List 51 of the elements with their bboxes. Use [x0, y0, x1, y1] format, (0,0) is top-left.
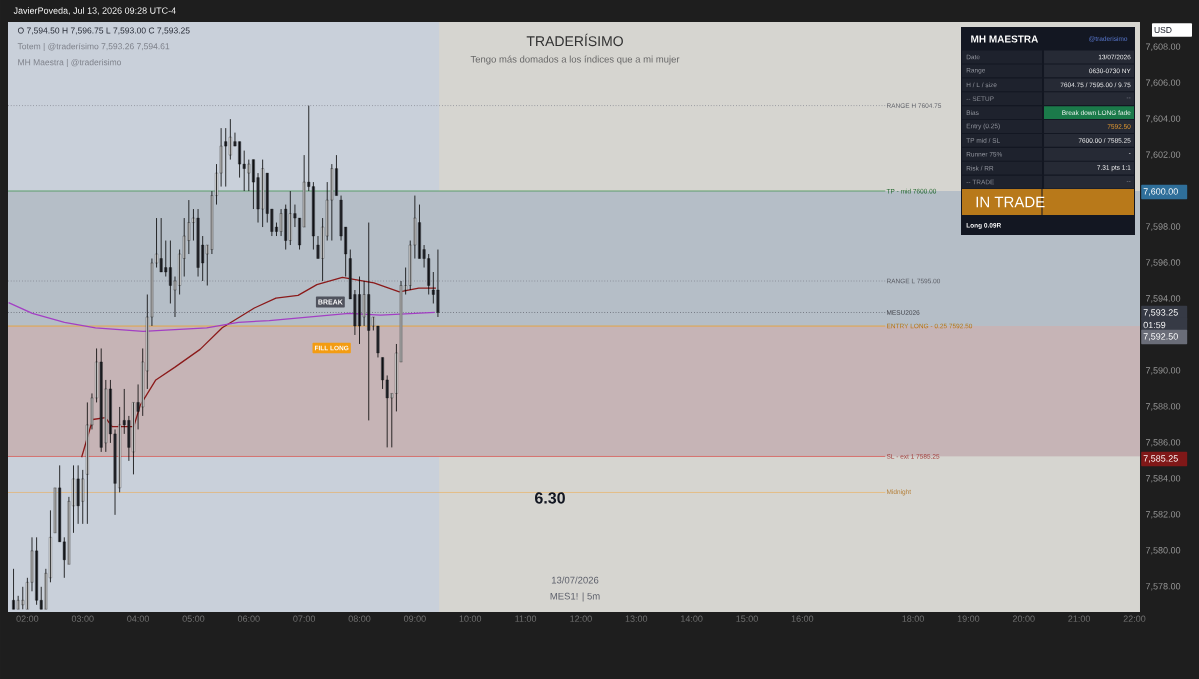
text: 01:59: [1143, 321, 1166, 329]
annotation: 6.30: [535, 492, 565, 504]
text: TRADERÍSIMO: [526, 33, 623, 47]
text: USD: [1154, 26, 1172, 33]
text: MH MAESTRA: [971, 35, 1039, 43]
x-tick-label: 02:00: [16, 615, 39, 622]
y-tick-label: 7,584.00: [1145, 475, 1181, 483]
x-tick-label: 16:00: [791, 615, 814, 622]
text: 7,592.50: [1143, 333, 1178, 341]
text: 7,585.25: [1143, 455, 1178, 463]
y-tick-label: 7,608.00: [1145, 43, 1181, 51]
text: Tengo más domados a los índices que a mi mujer: [470, 55, 680, 65]
annotation: MES1! | 5m: [550, 592, 600, 602]
x-tick-label: 07:00: [293, 615, 316, 622]
y-tick-label: 7,598.00: [1145, 223, 1181, 231]
y-tick-label: 7,606.00: [1145, 79, 1181, 87]
y-tick-label: 7,578.00: [1145, 583, 1181, 591]
y-tick-label: 7,602.00: [1145, 151, 1181, 159]
x-tick-label: 04:00: [127, 615, 149, 622]
x-tick-label: 12:00: [570, 615, 592, 622]
x-tick-label: 21:00: [1068, 615, 1091, 622]
y-tick-label: 7,594.00: [1145, 295, 1181, 303]
x-tick-label: 05:00: [182, 615, 205, 622]
x-tick-label: 14:00: [681, 615, 703, 622]
x-tick-label: 11:00: [515, 615, 537, 622]
y-tick-label: 7,580.00: [1145, 547, 1181, 555]
x-tick-label: 09:00: [403, 615, 426, 622]
text: 7,600.00: [1143, 188, 1178, 196]
y-tick-label: 7,590.00: [1145, 367, 1181, 375]
x-tick-label: 06:00: [237, 615, 260, 622]
y-tick-label: 7,582.00: [1145, 511, 1181, 519]
annotation: Totem | @traderísimo 7,593.26 7,594.61: [17, 42, 170, 52]
x-tick-label: 13:00: [625, 615, 648, 622]
x-tick-label: 18:00: [902, 615, 924, 622]
annotation: IN TRADE: [976, 196, 1045, 208]
annotation: MH Maestra | @traderisimo: [18, 59, 122, 67]
x-tick-label: 20:00: [1012, 615, 1035, 622]
y-tick-label: 7,596.00: [1145, 259, 1181, 267]
x-tick-label: 22:00: [1123, 615, 1146, 622]
annotation: O 7,594.50 H 7,596.75 L 7,593.00 C 7,593.25: [17, 27, 190, 35]
x-tick-label: 19:00: [957, 615, 980, 622]
x-tick-label: 03:00: [71, 615, 94, 622]
y-tick-label: 7,604.00: [1145, 115, 1181, 123]
text: JavierPoveda, Jul 13, 2026 09:28 UTC-4: [13, 7, 176, 15]
y-tick-label: 7,588.00: [1145, 403, 1181, 411]
annotation: 13/07/2026: [551, 576, 599, 584]
x-tick-label: 10:00: [459, 615, 482, 622]
y-tick-label: 7,586.00: [1145, 439, 1181, 447]
x-tick-label: 08:00: [348, 615, 371, 622]
x-tick-label: 15:00: [736, 615, 758, 622]
text: 7,593.25: [1143, 309, 1178, 317]
